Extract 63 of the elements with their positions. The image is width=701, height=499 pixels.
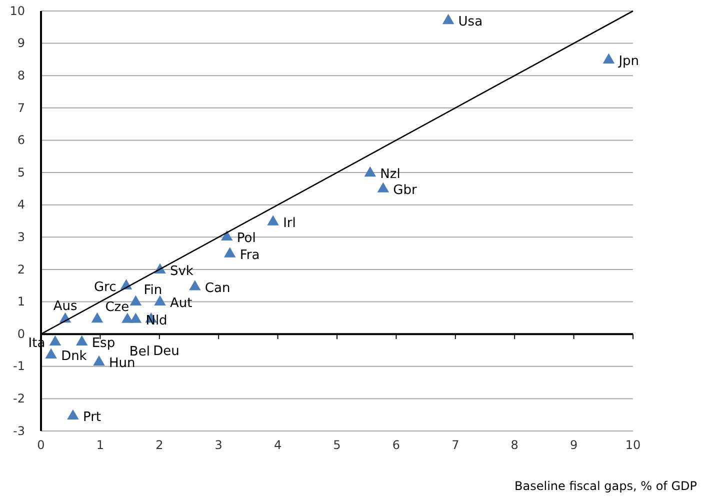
annotation: Can	[204, 280, 230, 296]
point	[91, 312, 104, 323]
y-tick-label: 8	[17, 68, 25, 82]
point	[49, 335, 62, 346]
y-tick-label: 7	[17, 100, 25, 115]
annotation: Nld	[146, 314, 168, 329]
point	[76, 335, 88, 346]
point	[122, 312, 134, 323]
x-tick-label: 9	[570, 438, 578, 452]
annotation: Esp	[92, 336, 116, 352]
y-tick-label: 2	[17, 262, 25, 276]
point	[602, 53, 615, 64]
annotation: Usa	[458, 14, 483, 30]
annotation: Irl	[283, 216, 296, 231]
annotation: Svk	[170, 264, 194, 280]
x-tick-label: 1	[96, 438, 104, 452]
annotation: Fra	[240, 248, 260, 263]
point	[442, 14, 454, 24]
point	[45, 348, 57, 358]
point	[267, 215, 279, 226]
y-tick-label: -2	[13, 392, 25, 406]
annotation: Gbr	[393, 183, 418, 198]
y-tick-label: 5	[17, 165, 25, 180]
annotation: Fin	[144, 283, 162, 298]
x-tick-label: 0	[37, 438, 45, 452]
y-tick-label: 10	[10, 4, 25, 18]
point	[67, 409, 79, 420]
annotation: Pol	[236, 231, 256, 246]
y-tick-label: 6	[17, 133, 25, 148]
x-axis-title: Baseline fiscal gaps, % of GDP	[514, 479, 697, 493]
annotation: Grc	[94, 280, 116, 295]
x-tick-label: 4	[274, 438, 282, 452]
point	[224, 247, 236, 258]
annotation: Cze	[105, 300, 130, 316]
annotation: Aut	[170, 296, 192, 312]
point	[130, 295, 142, 306]
x-tick-label: 7	[452, 438, 460, 452]
point	[130, 312, 142, 323]
point	[189, 280, 201, 290]
y-tick-label: 1	[17, 294, 25, 309]
point	[93, 355, 105, 366]
y-tick-label: -3	[13, 424, 25, 438]
y-tick-label: 9	[17, 36, 25, 50]
annotation: Prt	[82, 410, 102, 426]
annotation: Dnk	[61, 349, 88, 364]
point	[377, 182, 390, 192]
y-tick-label: 4	[17, 198, 25, 212]
point	[221, 230, 233, 241]
annotation: Aus	[53, 299, 78, 314]
y-tick-label: 3	[17, 230, 25, 244]
x-tick-label: 8	[510, 438, 518, 452]
annotation: Deu	[153, 344, 180, 360]
y-tick-label: -1	[13, 359, 25, 374]
x-tick-label: 3	[214, 438, 222, 452]
x-tick-label: 6	[392, 438, 400, 452]
annotation: Nzl	[380, 167, 400, 182]
point	[154, 295, 166, 306]
y-tick-label: 0	[17, 326, 25, 341]
x-tick-label: 2	[156, 438, 164, 452]
x-tick-label: 10	[625, 438, 641, 452]
annotation: Jpn	[618, 54, 640, 70]
x-tick-label: 5	[333, 438, 341, 452]
point	[364, 166, 376, 177]
